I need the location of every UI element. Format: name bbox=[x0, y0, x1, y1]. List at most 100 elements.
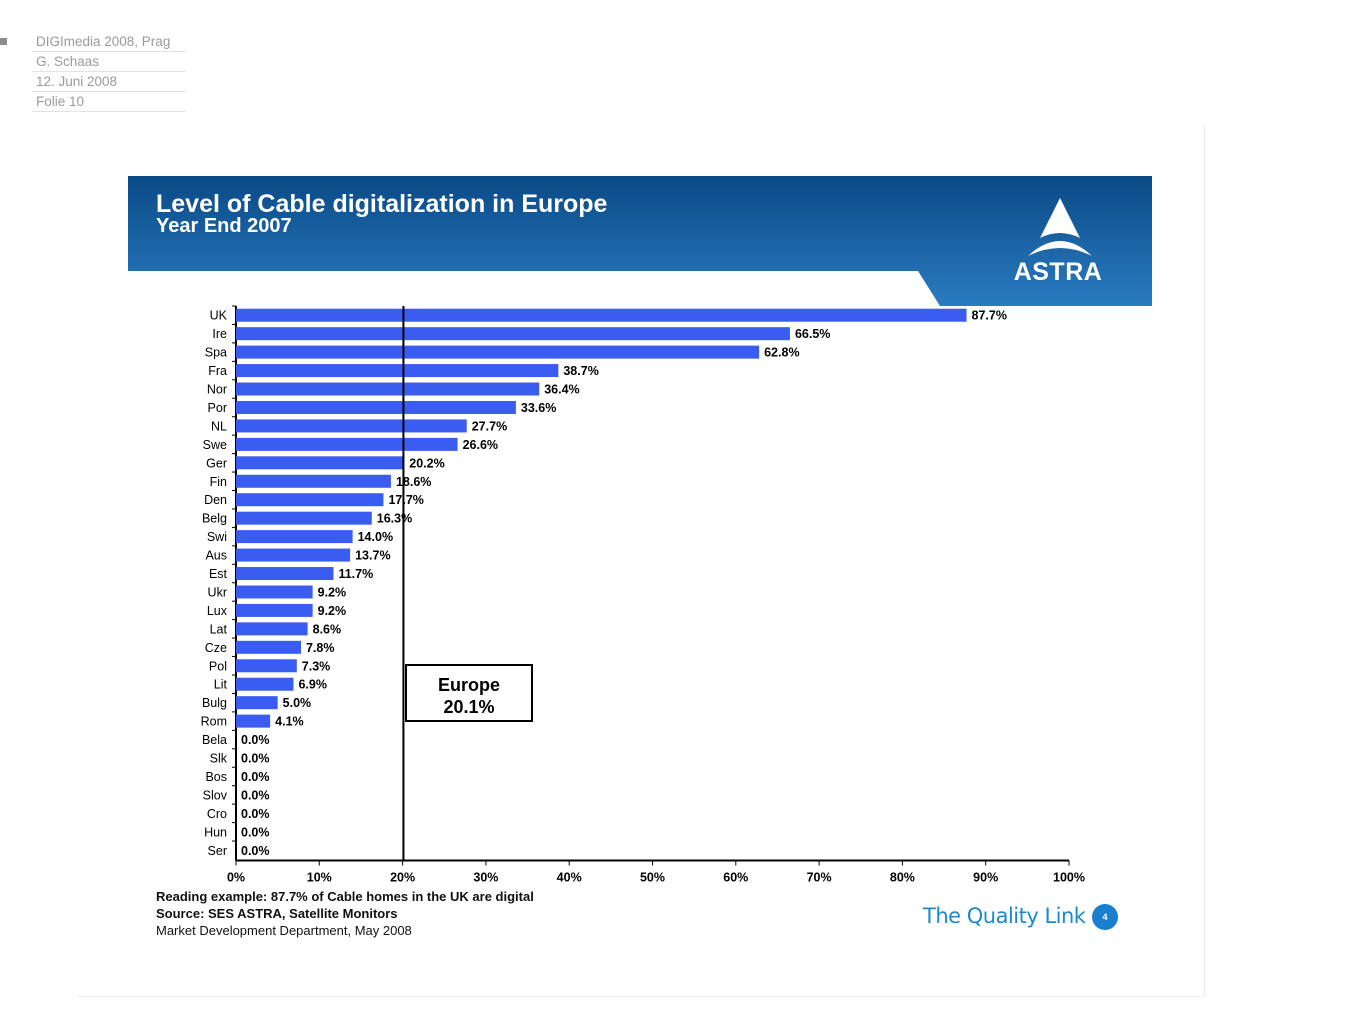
bar bbox=[236, 437, 458, 451]
y-tick-label: Fin bbox=[210, 475, 227, 489]
bar bbox=[236, 603, 313, 617]
x-tick-label: 20% bbox=[390, 871, 415, 885]
europe-average-box: Europe 20.1% bbox=[405, 664, 533, 722]
y-tick-label: Lat bbox=[210, 622, 228, 636]
y-tick-label: Fra bbox=[208, 364, 227, 378]
data-label: 27.7% bbox=[472, 419, 507, 433]
data-label: 11.7% bbox=[338, 567, 373, 581]
y-tick-label: Nor bbox=[207, 383, 227, 397]
data-label: 66.5% bbox=[795, 327, 830, 341]
bar bbox=[236, 419, 467, 433]
bar bbox=[236, 308, 967, 322]
y-tick-label: Swi bbox=[207, 530, 227, 544]
chart-title: Level of Cable digitalization in Europe bbox=[156, 190, 608, 218]
bar bbox=[236, 622, 308, 636]
slide-frame bbox=[78, 125, 1205, 997]
x-tick-label: 80% bbox=[890, 871, 915, 885]
y-tick-label: Ire bbox=[212, 327, 227, 341]
slide-meta: DIGImedia 2008, Prag G. Schaas 12. Juni … bbox=[18, 32, 186, 112]
data-label: 0.0% bbox=[241, 770, 270, 784]
bar bbox=[236, 327, 790, 341]
y-tick-label: Belg bbox=[202, 512, 227, 526]
bar bbox=[236, 382, 540, 396]
data-label: 5.0% bbox=[283, 696, 312, 710]
meta-author: G. Schaas bbox=[32, 52, 186, 72]
bar bbox=[236, 677, 294, 691]
x-tick-label: 90% bbox=[973, 871, 998, 885]
bar bbox=[236, 511, 372, 525]
data-label: 14.0% bbox=[358, 530, 393, 544]
x-tick-label: 100% bbox=[1053, 871, 1085, 885]
reading-example: Reading example: 87.7% of Cable homes in… bbox=[156, 889, 534, 904]
data-label: 26.6% bbox=[463, 438, 498, 452]
y-tick-label: Ukr bbox=[208, 585, 227, 599]
data-label: 36.4% bbox=[544, 383, 579, 397]
data-label: 9.2% bbox=[318, 604, 347, 618]
x-tick-label: 50% bbox=[640, 871, 665, 885]
bar bbox=[236, 659, 297, 673]
y-tick-label: Swe bbox=[203, 438, 227, 452]
meta-bullet-icon bbox=[0, 38, 7, 45]
y-tick-label: Den bbox=[204, 493, 227, 507]
y-tick-label: Aus bbox=[205, 549, 227, 563]
bar bbox=[236, 640, 301, 654]
page-number-badge: 4 bbox=[1092, 904, 1118, 930]
x-tick-label: 0% bbox=[227, 871, 245, 885]
bar bbox=[236, 567, 334, 581]
bar bbox=[236, 714, 271, 728]
y-tick-label: Cze bbox=[205, 641, 227, 655]
y-tick-label: Bulg bbox=[202, 696, 227, 710]
data-label: 8.6% bbox=[313, 622, 342, 636]
data-label: 0.0% bbox=[241, 752, 270, 766]
astra-logo-text: ASTRA bbox=[1013, 258, 1103, 286]
data-label: 0.0% bbox=[241, 844, 270, 858]
x-tick-label: 10% bbox=[307, 871, 332, 885]
data-label: 9.2% bbox=[318, 585, 347, 599]
y-tick-label: Ger bbox=[206, 456, 227, 470]
y-tick-label: Bos bbox=[205, 770, 227, 784]
bar bbox=[236, 585, 313, 599]
y-tick-label: UK bbox=[210, 309, 228, 323]
data-label: 38.7% bbox=[563, 364, 598, 378]
data-label: 18.6% bbox=[396, 475, 431, 489]
bar bbox=[236, 696, 278, 710]
y-tick-label: Est bbox=[209, 567, 228, 581]
europe-label: Europe bbox=[437, 675, 500, 695]
bar bbox=[236, 474, 391, 488]
data-label: 4.1% bbox=[275, 715, 304, 729]
data-label: 0.0% bbox=[241, 788, 270, 802]
data-label: 13.7% bbox=[355, 549, 390, 563]
chart-subtitle: Year End 2007 bbox=[156, 215, 292, 237]
data-label: 62.8% bbox=[764, 346, 799, 360]
y-tick-label: Cro bbox=[207, 807, 227, 821]
y-tick-label: Spa bbox=[205, 346, 227, 360]
bar bbox=[236, 493, 384, 507]
europe-value: 20.1% bbox=[443, 697, 495, 717]
y-tick-label: Rom bbox=[201, 715, 227, 729]
meta-date: 12. Juni 2008 bbox=[32, 72, 186, 92]
data-label: 17.7% bbox=[388, 493, 423, 507]
bar bbox=[236, 400, 516, 414]
bar bbox=[236, 345, 760, 359]
y-tick-label: Slov bbox=[203, 788, 228, 802]
bar bbox=[236, 456, 405, 470]
y-tick-label: Por bbox=[208, 401, 227, 415]
y-tick-label: Lit bbox=[214, 678, 228, 692]
y-tick-label: Ser bbox=[208, 844, 227, 858]
meta-event: DIGImedia 2008, Prag bbox=[32, 32, 186, 52]
title-banner bbox=[128, 176, 1152, 306]
source-note: Source: SES ASTRA, Satellite Monitors bbox=[156, 906, 398, 921]
y-tick-label: Slk bbox=[210, 752, 228, 766]
data-label: 0.0% bbox=[241, 733, 270, 747]
data-label: 33.6% bbox=[521, 401, 556, 415]
x-tick-label: 30% bbox=[473, 871, 498, 885]
x-tick-label: 70% bbox=[807, 871, 832, 885]
bar bbox=[236, 548, 351, 562]
y-tick-label: Hun bbox=[204, 825, 227, 839]
tagline: The Quality Link bbox=[923, 904, 1086, 928]
y-tick-label: Lux bbox=[207, 604, 228, 618]
x-tick-label: 60% bbox=[723, 871, 748, 885]
data-label: 0.0% bbox=[241, 807, 270, 821]
data-label: 7.8% bbox=[306, 641, 335, 655]
